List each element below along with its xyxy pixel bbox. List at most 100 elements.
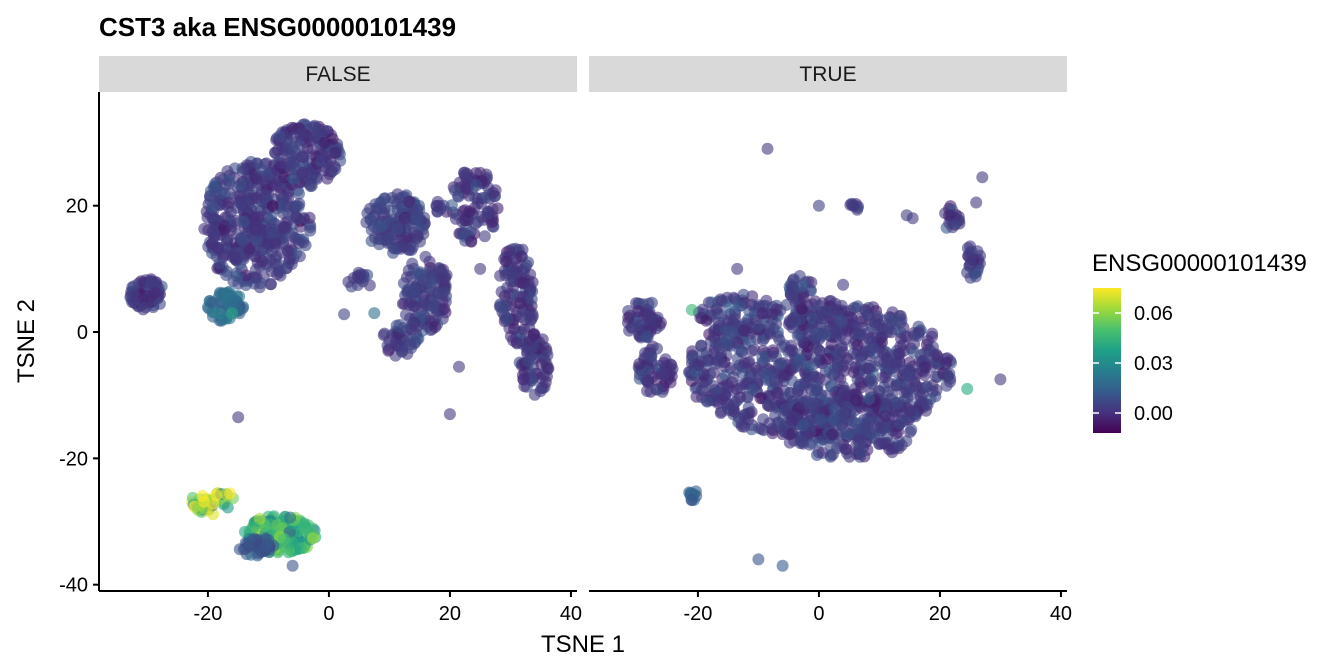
data-point: [501, 313, 514, 325]
points-panel-false: [124, 118, 555, 572]
data-point: [534, 385, 547, 398]
y-tick-label: 0: [77, 322, 88, 344]
data-point: [317, 124, 329, 137]
data-point: [306, 532, 319, 545]
data-point: [825, 380, 838, 392]
data-point: [714, 407, 727, 419]
y-axis-title: TSNE 2: [13, 299, 40, 383]
data-point: [247, 521, 260, 534]
data-point: [518, 323, 530, 336]
data-point: [463, 189, 475, 202]
data-point: [976, 171, 989, 184]
data-point: [658, 367, 671, 380]
x-tick-label: -20: [193, 603, 222, 625]
data-point: [453, 360, 465, 373]
data-point: [419, 250, 432, 263]
data-point: [363, 279, 376, 292]
data-point: [305, 179, 318, 192]
data-point: [785, 339, 798, 352]
data-point: [814, 413, 827, 426]
data-point: [220, 287, 233, 300]
data-point: [762, 399, 774, 412]
data-point: [970, 196, 983, 209]
data-point: [226, 307, 239, 320]
data-point: [208, 215, 221, 228]
data-point: [771, 390, 784, 403]
data-point: [449, 212, 462, 225]
data-point: [806, 312, 819, 324]
legend-colorbar: [1093, 288, 1121, 433]
data-point: [405, 244, 418, 256]
data-point: [429, 321, 442, 333]
data-point: [286, 559, 299, 572]
data-point: [712, 341, 725, 354]
data-point: [883, 443, 896, 456]
data-point: [723, 301, 736, 314]
data-point: [433, 262, 445, 274]
data-point: [443, 408, 456, 421]
data-point: [929, 370, 942, 383]
data-point: [908, 329, 921, 342]
data-point: [940, 356, 953, 369]
facet-strip-false: [99, 56, 577, 92]
data-point: [792, 401, 805, 414]
facet-strip-true: [589, 56, 1067, 92]
data-point: [797, 291, 810, 304]
data-point: [130, 290, 143, 303]
data-point: [417, 273, 430, 286]
data-point: [506, 267, 518, 279]
data-point: [821, 305, 833, 318]
data-point: [738, 357, 751, 370]
data-point: [644, 309, 657, 322]
data-point: [448, 184, 461, 197]
data-point: [904, 405, 917, 418]
data-point: [387, 241, 400, 254]
data-point: [403, 195, 416, 208]
data-point: [404, 338, 417, 351]
data-point: [391, 223, 404, 236]
data-point: [837, 407, 850, 420]
data-point: [542, 362, 555, 375]
data-point: [796, 419, 809, 432]
data-point: [390, 319, 403, 332]
data-point: [487, 186, 500, 199]
data-point: [437, 272, 449, 285]
data-point: [868, 360, 881, 372]
data-point: [240, 159, 253, 172]
data-point: [731, 262, 744, 275]
data-point: [243, 242, 256, 255]
data-point: [232, 411, 245, 424]
facet-label-true: TRUE: [799, 63, 856, 86]
data-point: [186, 491, 199, 504]
data-point: [471, 197, 484, 210]
data-point: [632, 304, 645, 317]
data-point: [525, 293, 538, 306]
data-point: [211, 242, 224, 255]
data-point: [786, 427, 799, 440]
x-tick-label: 40: [560, 603, 582, 625]
data-point: [503, 244, 516, 257]
data-point: [507, 334, 520, 347]
data-point: [303, 211, 316, 224]
data-point: [515, 250, 528, 263]
data-point: [821, 352, 834, 365]
data-point: [213, 257, 226, 270]
data-point: [905, 388, 918, 401]
data-point: [836, 315, 849, 328]
data-point: [264, 254, 277, 266]
data-point: [259, 189, 272, 202]
data-point: [274, 265, 286, 278]
data-point: [198, 495, 211, 508]
facet-label-false: FALSE: [305, 63, 370, 86]
data-point: [859, 421, 872, 434]
data-point: [251, 226, 264, 238]
data-point: [866, 331, 878, 344]
data-point: [840, 352, 853, 365]
data-point: [153, 297, 166, 310]
data-point: [398, 297, 411, 310]
data-point: [232, 277, 245, 290]
data-point: [294, 128, 307, 141]
data-point: [382, 343, 395, 356]
data-point: [847, 199, 860, 212]
